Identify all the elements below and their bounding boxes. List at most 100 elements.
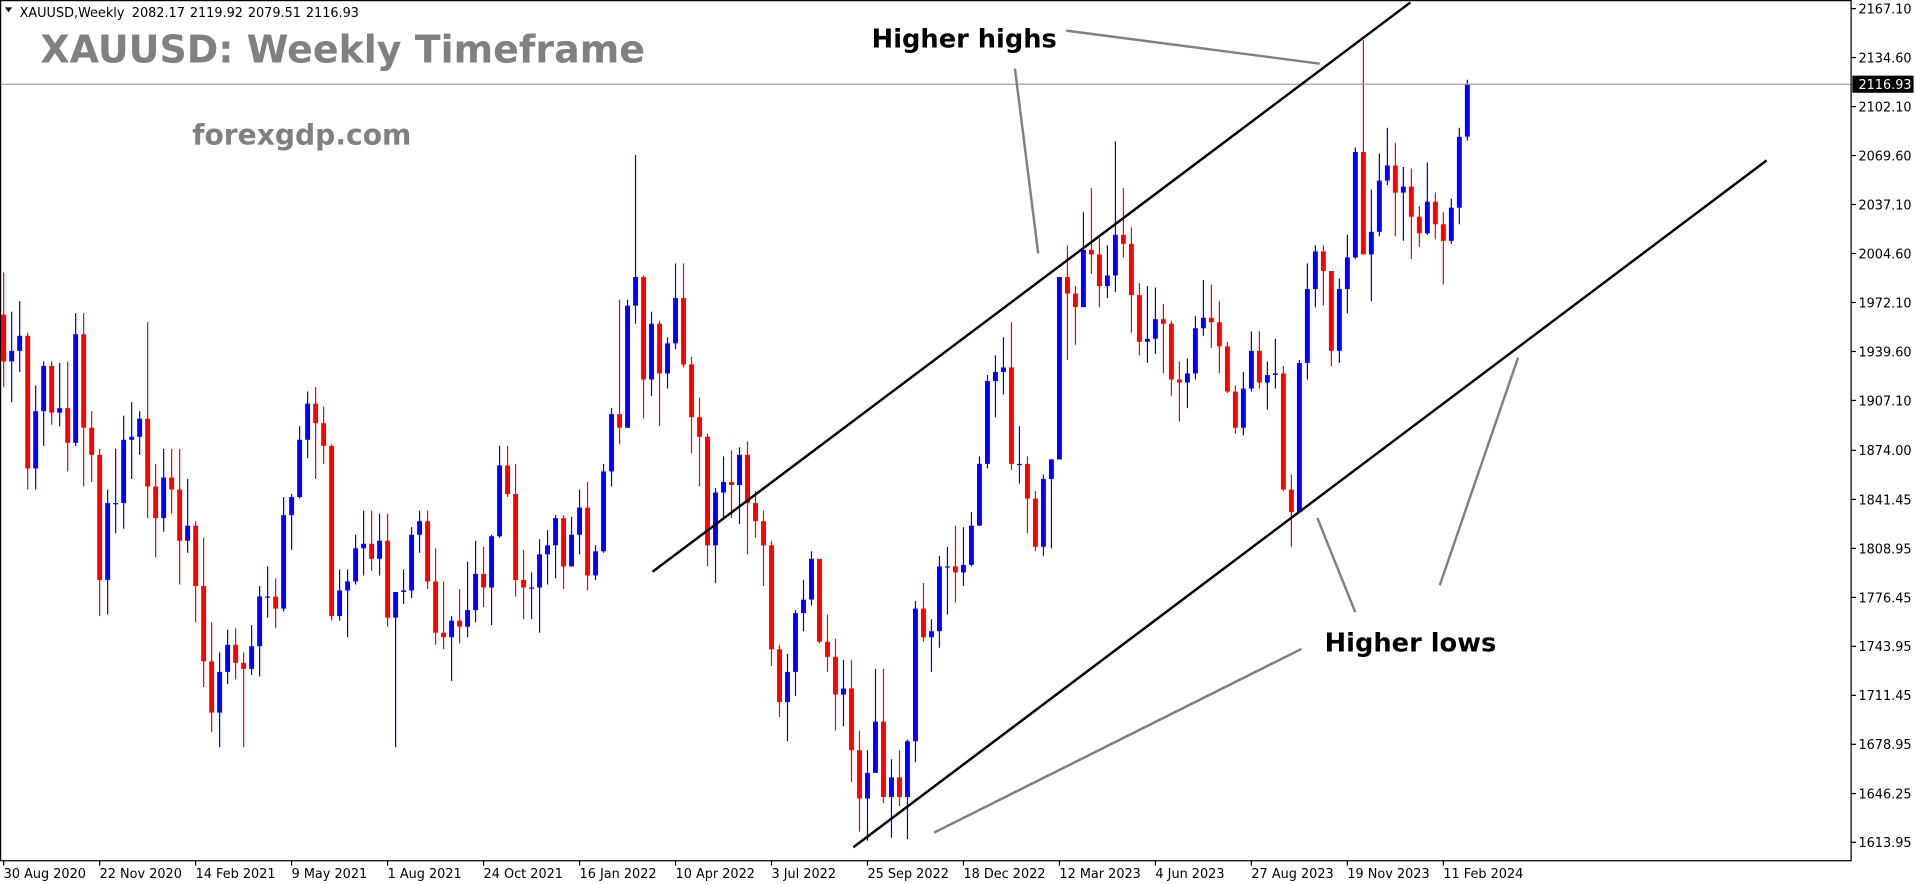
candle-body <box>241 662 247 669</box>
candle-body <box>1440 224 1446 241</box>
candle-body <box>929 631 934 638</box>
chart-header: XAUUSD,Weekly 2082.17 2119.92 2079.51 2116.9… <box>20 6 359 21</box>
candle-body <box>337 590 343 617</box>
candle-body <box>1424 201 1430 234</box>
current-price-label: 2116.93 <box>1858 78 1911 93</box>
x-tick-label: 19 Nov 2023 <box>1347 867 1429 882</box>
y-tick-label: 1711.45 <box>1858 689 1911 704</box>
candle-body <box>1192 328 1198 374</box>
candle-body <box>297 439 303 498</box>
y-tick-label: 1972.10 <box>1858 296 1911 311</box>
candle-body <box>209 661 215 713</box>
candle-body <box>1280 373 1286 490</box>
candle-body <box>905 741 910 797</box>
candle-body <box>985 381 990 464</box>
candle-body <box>489 536 495 588</box>
candle-body <box>273 596 279 609</box>
candle-body <box>953 566 958 573</box>
candle-body <box>361 543 367 549</box>
candle-body <box>1464 84 1470 137</box>
candle-body <box>345 581 351 591</box>
candle-body <box>1448 207 1454 241</box>
candle-body <box>97 454 103 580</box>
candle-body <box>1136 295 1142 342</box>
candle-body <box>1336 289 1342 351</box>
candle-body <box>1296 362 1302 513</box>
symbol: XAUUSD,Weekly <box>20 6 125 21</box>
candle-body <box>1184 373 1190 383</box>
candle-body <box>1009 367 1014 464</box>
y-tick-label: 2037.10 <box>1858 198 1911 213</box>
pointers <box>933 29 1520 834</box>
candle-body <box>25 335 31 469</box>
candle-body <box>689 364 694 418</box>
y-tick-label: 2167.10 <box>1858 2 1911 17</box>
candle-body <box>921 608 926 638</box>
candle-body <box>657 323 662 374</box>
y-tick-label: 2134.60 <box>1858 51 1911 66</box>
candle-body <box>937 566 942 632</box>
candle-body <box>113 503 119 505</box>
y-tick-label: 2102.10 <box>1858 100 1911 115</box>
candle-body <box>913 608 918 742</box>
x-tick-label: 10 Apr 2022 <box>676 867 755 882</box>
candle-body <box>377 540 383 559</box>
candle-body <box>385 540 391 618</box>
candle-body <box>1288 489 1294 513</box>
annotation: Higher highs <box>872 25 1057 55</box>
candle-body <box>881 721 886 797</box>
candle-body <box>1001 367 1006 372</box>
low-value: 2079.51 <box>248 6 301 21</box>
candle-body <box>145 418 151 487</box>
candle-body <box>1144 338 1150 342</box>
x-tick-label: 9 May 2021 <box>292 867 368 882</box>
y-tick-label: 1907.10 <box>1858 394 1911 409</box>
candle-body <box>977 463 982 526</box>
candle-body <box>809 558 814 600</box>
candle-body <box>193 525 199 586</box>
plot-area <box>0 40 1852 841</box>
x-tick-label: 18 Dec 2022 <box>963 867 1045 882</box>
y-tick-label: 1841.45 <box>1858 493 1911 508</box>
pointer-line <box>1013 68 1040 254</box>
y-tick-label: 2069.60 <box>1858 149 1911 164</box>
candle-body <box>777 649 782 703</box>
candle-body <box>1408 186 1414 217</box>
candle-body <box>321 423 327 446</box>
y-tick-label: 1874.00 <box>1858 444 1911 459</box>
candle-body <box>1024 463 1030 499</box>
candle-body <box>393 592 399 618</box>
candle-body <box>1456 136 1462 208</box>
candle-body <box>81 334 87 428</box>
lower-channel-line <box>852 159 1768 849</box>
candle-body <box>697 417 702 437</box>
candle-body <box>289 497 295 516</box>
candle-body <box>665 343 670 374</box>
candle-body <box>1368 231 1374 255</box>
candle-body <box>1400 186 1406 193</box>
candle-body <box>945 566 950 568</box>
candle-body <box>529 587 535 589</box>
candle-body <box>1352 151 1358 258</box>
candle-body <box>681 298 686 365</box>
candle-body <box>473 573 479 611</box>
candle-body <box>217 671 223 713</box>
candle-body <box>841 688 846 695</box>
candle-body <box>825 641 830 657</box>
x-tick-label: 25 Sep 2022 <box>867 867 948 882</box>
pointer-line <box>1066 29 1320 65</box>
candle-body <box>649 323 654 380</box>
candle-body <box>1048 459 1054 479</box>
candle-body <box>1272 373 1278 375</box>
candle-body <box>537 554 543 588</box>
candle-body <box>225 644 231 672</box>
candle-body <box>769 545 774 650</box>
candle-body <box>1120 234 1126 244</box>
candle-body <box>641 277 646 380</box>
candle-body <box>169 477 175 490</box>
pointer-line <box>1438 357 1520 586</box>
candle-body <box>993 371 998 382</box>
x-tick-label: 30 Aug 2020 <box>4 867 86 882</box>
